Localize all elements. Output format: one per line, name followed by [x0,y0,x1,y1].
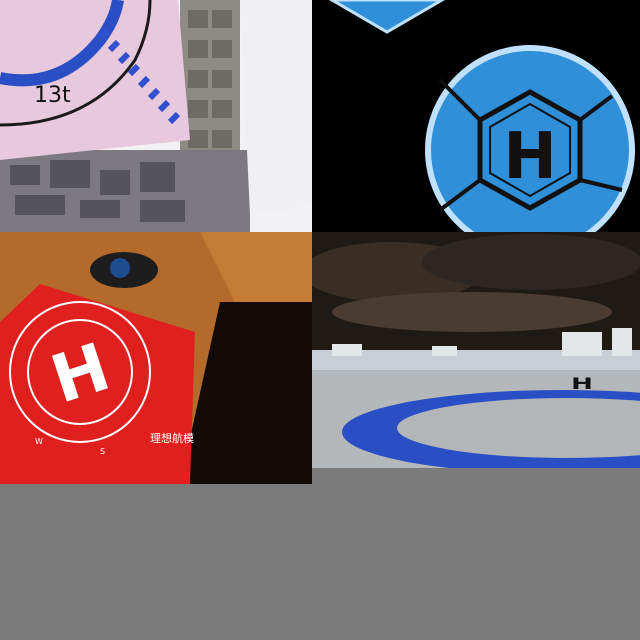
rooftop-helipad-tile: H [312,232,640,484]
gray-filler [0,484,640,640]
hexagon-letter: H [503,120,557,194]
red-mat-tile: H 理想航模 W S [0,232,312,484]
gray-filler-step [312,468,640,484]
marking-text: 13t [34,83,71,108]
hexagon-helipad-icon: H [312,0,640,232]
red-mat-image: H 理想航模 W S [0,232,312,484]
rooftop-letter: H [571,375,593,393]
hexagon-helipad-tile: H [312,0,640,232]
mat-brand: 理想航模 [150,431,194,445]
rooftop-helipad-image: H [312,232,640,484]
compass-s: S [100,447,105,456]
compass-w: W [35,437,43,446]
aerial-helipad-tile: 13t [0,0,312,232]
aerial-helipad-image: 13t [0,0,312,232]
